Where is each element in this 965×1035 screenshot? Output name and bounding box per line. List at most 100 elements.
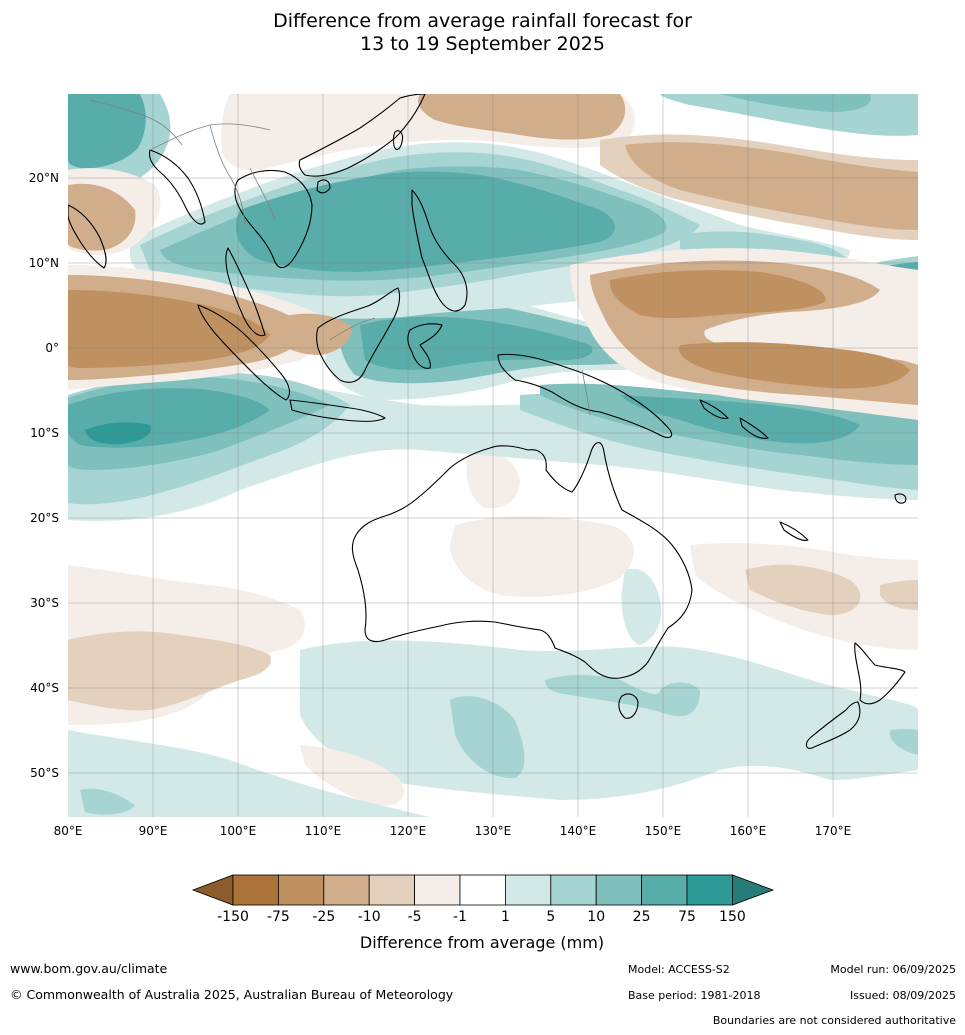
map-panel: [68, 94, 918, 817]
lat-tick-label: 30°S: [30, 596, 59, 610]
colorbar-tick-label: 75: [678, 909, 696, 925]
anomaly-slight-dry-central-australia: [450, 516, 634, 597]
colorbar-swatch: [686, 874, 733, 906]
colorbar-swatch: [277, 874, 325, 906]
country-borders: [89, 99, 591, 416]
website-link[interactable]: www.bom.gov.au/climate: [10, 961, 168, 976]
longitude-axis: 80°E 90°E 100°E 110°E 120°E 130°E 140°E …: [54, 824, 852, 838]
colorbar-swatch: [641, 874, 688, 906]
anomaly-moderate-dry-north-pacific: [625, 142, 918, 230]
anomaly-dry-india-coast: [68, 183, 136, 251]
map-title-line-2: 13 to 19 September 2025: [360, 33, 605, 55]
java-coastline: [289, 399, 386, 422]
colorbar-tick-label: 5: [546, 909, 555, 925]
map-title: Difference from average rainfall forecas…: [0, 10, 965, 56]
colorbar-tick-label: 10: [587, 909, 605, 925]
australia-coastline: [351, 442, 693, 679]
bangladesh-myanmar-coastline: [148, 149, 206, 225]
map-title-line-1: Difference from average rainfall forecas…: [273, 10, 692, 32]
lon-tick-label: 80°E: [54, 824, 83, 838]
anomaly-light-wet-west-ocean: [68, 730, 430, 817]
lon-tick-label: 160°E: [730, 824, 767, 838]
base-period-info: Base period: 1981-2018: [628, 989, 761, 1002]
lat-tick-label: 10°N: [29, 256, 59, 270]
lon-tick-label: 100°E: [220, 824, 257, 838]
sumatra-coastline: [197, 304, 291, 401]
colorbar: -150 -75 -25 -10 -5 -1 1 5 10 25 75 150: [191, 874, 775, 925]
lon-tick-label: 90°E: [139, 824, 168, 838]
solomon-islands-coastline: [699, 399, 769, 439]
new-caledonia-coastline: [779, 521, 809, 541]
new-zealand-north-coastline: [854, 642, 906, 705]
anomaly-strong-dry-equatorial-pacific-north: [609, 270, 826, 319]
anomaly-strong-wet-philippines: [235, 171, 615, 272]
issued-date-info: Issued: 08/09/2025: [849, 989, 956, 1002]
coastlines: [68, 94, 907, 749]
anomaly-strong-dry-equatorial-pacific: [679, 342, 910, 389]
colorbar-swatch: [504, 874, 552, 906]
model-run-info: Model run: 06/09/2025: [830, 963, 956, 976]
anomaly-dry-tasman: [745, 564, 861, 615]
lon-tick-label: 170°E: [815, 824, 852, 838]
india-sri-lanka-coastline: [68, 204, 107, 269]
lat-tick-label: 20°S: [30, 511, 59, 525]
latitude-axis: 20°N 10°N 0° 10°S 20°S 30°S 40°S 50°S: [29, 171, 59, 780]
lat-tick-label: 40°S: [30, 681, 59, 695]
colorbar-tick-label: -1: [453, 909, 467, 925]
lat-tick-label: 50°S: [30, 766, 59, 780]
colorbar-title: Difference from average (mm): [360, 933, 604, 952]
anomaly-wet-tasman-south: [890, 729, 918, 755]
anomaly-strong-dry-equatorial-indian: [68, 290, 270, 368]
map-gridlines: [68, 94, 918, 817]
colorbar-swatch: [459, 874, 506, 906]
indochina-coastline: [234, 169, 313, 269]
lon-tick-label: 110°E: [305, 824, 342, 838]
anomaly-slight-dry-south-ocean: [300, 745, 404, 806]
lon-tick-label: 130°E: [475, 824, 512, 838]
colorbar-tick-label: 150: [719, 909, 746, 925]
new-guinea-coastline: [497, 353, 673, 439]
colorbar-tick-label: -5: [408, 909, 422, 925]
colorbar-swatch: [550, 874, 597, 906]
colorbar-extend-low: [191, 874, 234, 906]
china-coastline: [298, 94, 426, 177]
anomaly-light-wet-east-australia: [621, 568, 662, 645]
hainan-coastline: [316, 179, 331, 194]
colorbar-swatch: [595, 874, 643, 906]
lat-tick-label: 0°: [45, 341, 59, 355]
colorbar-tick-label: -75: [267, 909, 290, 925]
new-zealand-south-coastline: [805, 701, 861, 749]
lon-tick-label: 140°E: [560, 824, 597, 838]
colorbar-swatch: [368, 874, 416, 906]
anomaly-dry-tasman-east: [880, 580, 918, 610]
philippines-coastline: [411, 189, 468, 312]
anomaly-dry-china-coast: [418, 94, 626, 140]
colorbar-swatch: [232, 874, 279, 906]
copyright-notice: © Commonwealth of Australia 2025, Austra…: [10, 987, 454, 1002]
anomaly-strong-wet-bay-of-bengal: [68, 94, 146, 169]
anomaly-dry-celebes-sea: [270, 313, 351, 355]
malay-peninsula-coastline: [225, 247, 266, 337]
anomaly-light-wet-southern-ocean: [300, 640, 918, 800]
borneo-coastline: [315, 287, 401, 383]
fiji-coastline: [894, 493, 907, 504]
lat-tick-label: 10°S: [30, 426, 59, 440]
colorbar-swatch: [323, 874, 370, 906]
colorbar-extend-high: [732, 874, 775, 906]
colorbar-swatch: [414, 874, 461, 906]
boundary-disclaimer: Boundaries are not considered authoritat…: [712, 1014, 956, 1027]
colorbar-tick-label: 25: [633, 909, 651, 925]
colorbar-tick-label: -150: [217, 909, 249, 925]
lon-tick-label: 120°E: [390, 824, 427, 838]
colorbar-tick-label: -10: [358, 909, 381, 925]
anomaly-strong-wet-maritime-continent: [360, 316, 593, 370]
anomaly-wet-southwest-corner: [80, 788, 135, 815]
lon-tick-label: 150°E: [645, 824, 682, 838]
tasmania-coastline: [618, 693, 639, 719]
colorbar-tick-label: -25: [312, 909, 335, 925]
anomaly-dry-southern-indian-ocean: [68, 631, 271, 711]
sulawesi-coastline: [407, 323, 443, 369]
colorbar-tick-label: 1: [501, 909, 510, 925]
taiwan-coastline: [392, 130, 404, 151]
